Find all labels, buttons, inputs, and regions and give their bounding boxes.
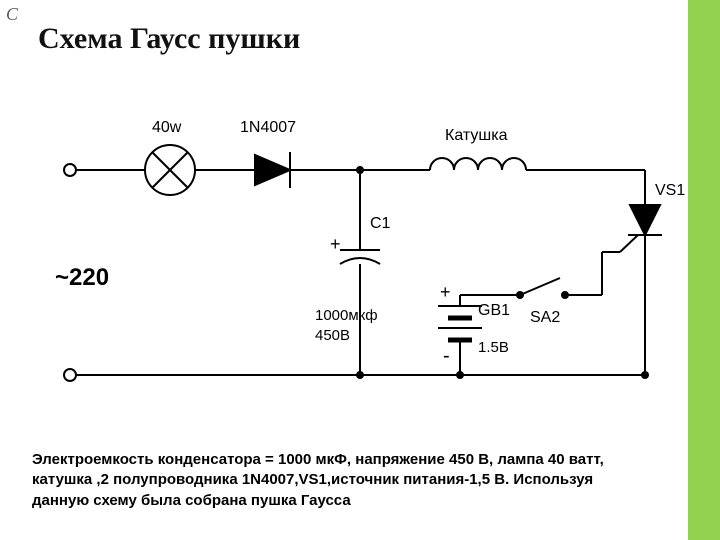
circuit-schematic: 40w 1N4007 Катушка VS1 C1 + 1000мкф 450B…	[30, 100, 690, 430]
corner-letter: С	[6, 4, 18, 25]
switch-label: SA2	[530, 309, 560, 326]
cap-val1: 1000мкф	[315, 307, 378, 324]
batt-label: GB1	[478, 302, 510, 319]
source-label: ~220	[55, 264, 109, 291]
thyristor-label: VS1	[655, 182, 685, 199]
page-title: Схема Гаусс пушки	[38, 22, 300, 56]
cap-plus: +	[330, 234, 341, 254]
batt-plus: +	[440, 282, 451, 302]
diode-label: 1N4007	[240, 119, 296, 136]
description-text: Электроемкость конденсатора = 1000 мкФ, …	[32, 450, 652, 511]
cap-label: C1	[370, 215, 391, 232]
batt-val: 1.5B	[478, 339, 509, 356]
accent-sidebar	[688, 0, 720, 540]
coil-label: Катушка	[445, 127, 508, 144]
lamp-label: 40w	[152, 119, 182, 136]
cap-val2: 450B	[315, 327, 350, 344]
batt-minus: -	[443, 345, 450, 367]
